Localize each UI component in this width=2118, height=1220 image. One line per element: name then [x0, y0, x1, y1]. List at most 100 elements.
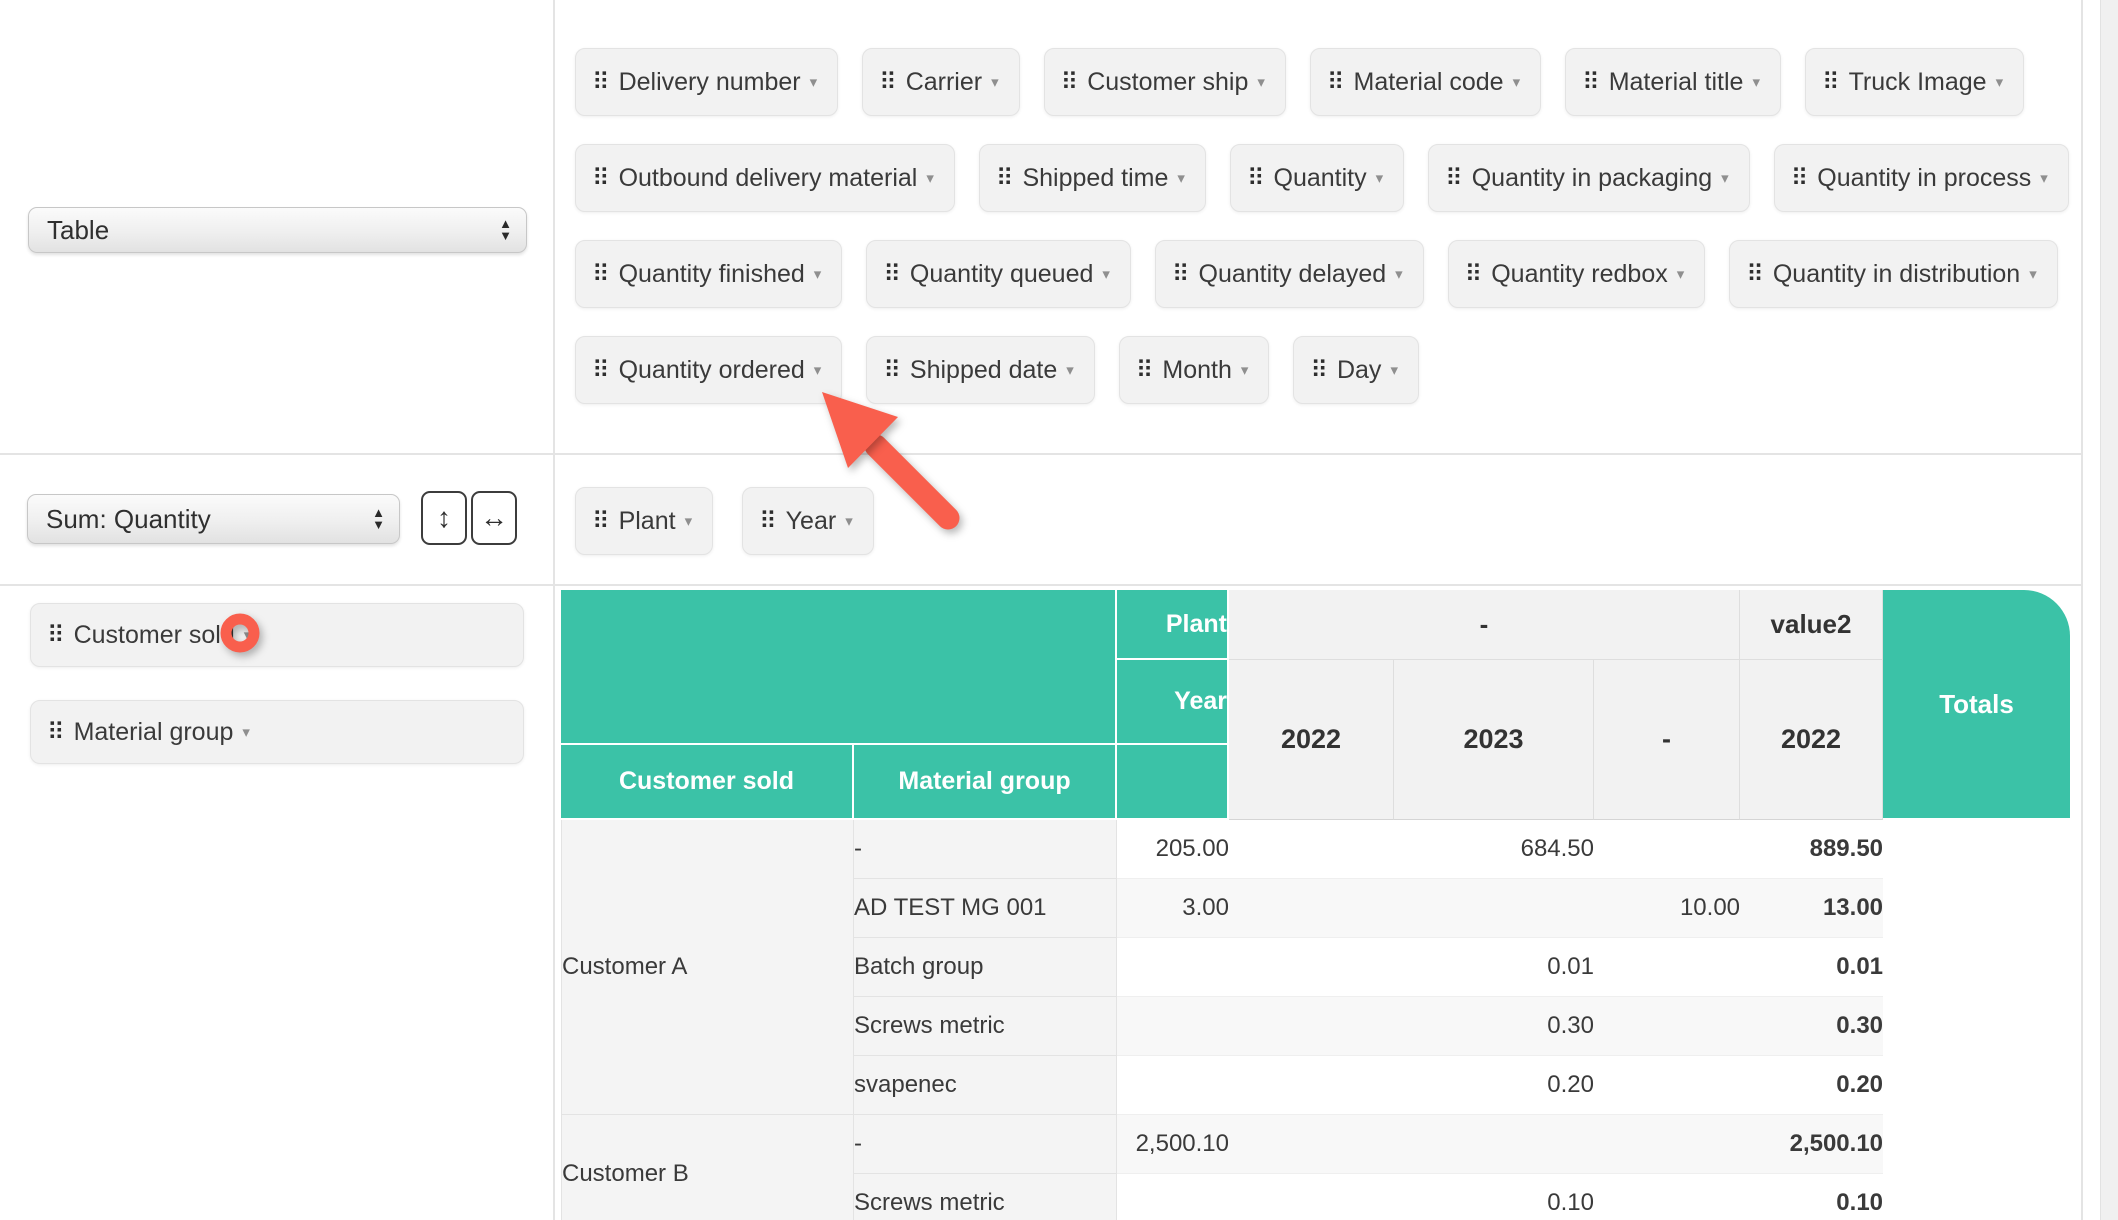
value-cell	[1394, 879, 1594, 938]
drag-handle-icon[interactable]: ⠿	[995, 164, 1014, 192]
dropdown-caret-icon[interactable]: ▾	[1512, 74, 1521, 91]
drag-handle-icon[interactable]: ⠿	[592, 68, 610, 96]
material-cell: svapenec	[854, 1056, 1117, 1115]
divider-left-panel	[553, 0, 555, 1220]
dropdown-caret-icon[interactable]: ▾	[243, 627, 252, 644]
dropdown-caret-icon[interactable]: ▾	[1066, 362, 1074, 379]
field-pill-label: Customer ship	[1087, 67, 1249, 96]
field-pill-quantity-queued[interactable]: ⠿ Quantity queued ▾	[866, 240, 1131, 308]
dropdown-caret-icon[interactable]: ▾	[1177, 170, 1185, 187]
field-pill-material-group[interactable]: ⠿ Material group ▾	[30, 700, 524, 764]
field-pill-material-code[interactable]: ⠿ Material code ▾	[1309, 48, 1542, 116]
renderer-select[interactable]: Table ▲ ▼	[28, 207, 527, 253]
dropdown-caret-icon[interactable]: ▾	[1257, 74, 1265, 91]
field-pill-quantity-in-packaging[interactable]: ⠿ Quantity in packaging ▾	[1428, 144, 1750, 212]
dropdown-caret-icon[interactable]: ▾	[926, 170, 934, 187]
dropdown-caret-icon[interactable]: ▾	[813, 266, 822, 283]
drag-handle-icon[interactable]: ⠿	[1582, 68, 1600, 96]
divider-top	[0, 453, 2082, 455]
value-cell	[1229, 1174, 1394, 1220]
drag-handle-icon[interactable]: ⠿	[1790, 164, 1809, 192]
field-pill-quantity-ordered[interactable]: ⠿ Quantity ordered ▾	[575, 336, 843, 404]
drag-handle-icon[interactable]: ⠿	[883, 260, 901, 288]
dropdown-caret-icon[interactable]: ▾	[1390, 362, 1398, 379]
dropdown-caret-icon[interactable]: ▾	[1240, 362, 1249, 379]
drag-handle-icon[interactable]: ⠿	[592, 260, 610, 288]
field-pill-quantity-redbox[interactable]: ⠿ Quantity redbox ▾	[1447, 240, 1706, 308]
pivot-data-row: Customer B -2,500.10 2,500.10	[561, 1115, 2070, 1220]
dropdown-caret-icon[interactable]: ▾	[2029, 266, 2037, 283]
dropdown-caret-icon[interactable]: ▾	[684, 513, 693, 530]
drag-handle-icon[interactable]: ⠿	[759, 507, 777, 535]
field-pill-label: Quantity	[1273, 163, 1367, 192]
dropdown-caret-icon[interactable]: ▾	[1375, 170, 1384, 187]
field-pill-truck-image[interactable]: ⠿ Truck Image ▾	[1804, 48, 2025, 116]
drag-handle-icon[interactable]: ⠿	[47, 718, 65, 746]
field-pill-quantity-in-distribution[interactable]: ⠿ Quantity in distribution ▾	[1729, 240, 2058, 308]
drag-handle-icon[interactable]: ⠿	[1310, 356, 1328, 384]
field-pill-label: Carrier	[905, 67, 983, 96]
aggregator-select[interactable]: Sum: Quantity ▲ ▼	[27, 494, 400, 544]
field-pill-material-title[interactable]: ⠿ Material title ▾	[1565, 48, 1781, 116]
dropdown-caret-icon[interactable]: ▾	[809, 74, 818, 91]
drag-handle-icon[interactable]: ⠿	[879, 68, 897, 96]
drag-handle-icon[interactable]: ⠿	[592, 164, 610, 192]
material-cell: -	[854, 820, 1117, 879]
drag-handle-icon[interactable]: ⠿	[1746, 260, 1764, 288]
drag-handle-icon[interactable]: ⠿	[883, 356, 901, 384]
scrollbar-track[interactable]	[2100, 0, 2118, 1220]
field-pill-quantity-in-process[interactable]: ⠿ Quantity in process ▾	[1773, 144, 2069, 212]
dropdown-caret-icon[interactable]: ▾	[845, 513, 853, 530]
pivot-table: Plant - value2 Totals Year 2022 2023-2022 Custo…	[561, 590, 2071, 1220]
pill-row: ⠿ Quantity ordered ▾ ⠿ Shipped date ▾ ⠿ Month ▾ ⠿…	[575, 336, 2082, 404]
drag-handle-icon[interactable]: ⠿	[592, 356, 610, 384]
drag-handle-icon[interactable]: ⠿	[1246, 164, 1265, 192]
dropdown-caret-icon[interactable]: ▾	[1102, 266, 1110, 283]
field-pill-quantity-delayed[interactable]: ⠿ Quantity delayed ▾	[1154, 240, 1424, 308]
field-pill-day[interactable]: ⠿ Day ▾	[1293, 336, 1419, 404]
dropdown-caret-icon[interactable]: ▾	[242, 724, 250, 741]
drag-handle-icon[interactable]: ⠿	[1445, 164, 1463, 192]
field-pill-label: Material code	[1353, 67, 1504, 96]
field-pill-shipped-date[interactable]: ⠿ Shipped date ▾	[866, 336, 1095, 404]
field-pill-delivery-number[interactable]: ⠿ Delivery number ▾	[575, 48, 839, 116]
row-order-button[interactable]: ↕	[421, 491, 467, 545]
field-pill-shipped-time[interactable]: ⠿ Shipped time ▾	[978, 144, 1206, 212]
dropdown-caret-icon[interactable]: ▾	[1676, 266, 1685, 283]
field-pill-label: Quantity finished	[618, 259, 805, 288]
value-cell	[1594, 820, 1741, 879]
drag-handle-icon[interactable]: ⠿	[592, 507, 610, 535]
field-pill-carrier[interactable]: ⠿ Carrier ▾	[862, 48, 1020, 116]
material-cell: AD TEST MG 001	[854, 879, 1117, 938]
field-pill-plant[interactable]: ⠿ Plant ▾	[575, 487, 714, 555]
col-order-button[interactable]: ↔	[471, 491, 517, 545]
plant-value-header: value2	[1740, 590, 1884, 660]
material-cell: -	[854, 1115, 1117, 1174]
field-pill-year[interactable]: ⠿ Year ▾	[742, 487, 874, 555]
total-cell: 889.50	[1740, 820, 1884, 879]
field-pill-outbound-delivery-material[interactable]: ⠿ Outbound delivery material ▾	[575, 144, 955, 212]
drag-handle-icon[interactable]: ⠿	[1060, 68, 1079, 96]
dropdown-caret-icon[interactable]: ▾	[1995, 74, 2004, 91]
drag-handle-icon[interactable]: ⠿	[1464, 260, 1483, 288]
drag-handle-icon[interactable]: ⠿	[47, 621, 65, 649]
dropdown-caret-icon[interactable]: ▾	[1721, 170, 1729, 187]
field-pill-quantity[interactable]: ⠿ Quantity ▾	[1229, 144, 1405, 212]
dropdown-caret-icon[interactable]: ▾	[2040, 170, 2048, 187]
dropdown-caret-icon[interactable]: ▾	[1752, 74, 1760, 91]
dropdown-caret-icon[interactable]: ▾	[991, 74, 999, 91]
field-pill-customer-sold[interactable]: ⠿ Customer sold ▾	[30, 603, 524, 667]
field-pill-customer-ship[interactable]: ⠿ Customer ship ▾	[1043, 48, 1286, 116]
value-cell: 0.30	[1394, 997, 1594, 1056]
drag-handle-icon[interactable]: ⠿	[1821, 68, 1840, 96]
pivot-data-row: svapenec 0.20 0.20	[561, 1056, 2070, 1115]
drag-handle-icon[interactable]: ⠿	[1135, 356, 1154, 384]
drag-handle-icon[interactable]: ⠿	[1326, 68, 1345, 96]
dropdown-caret-icon[interactable]: ▾	[813, 362, 822, 379]
field-pill-quantity-finished[interactable]: ⠿ Quantity finished ▾	[575, 240, 843, 308]
dropdown-caret-icon[interactable]: ▾	[1395, 266, 1403, 283]
drag-handle-icon[interactable]: ⠿	[1171, 260, 1190, 288]
pivot-data-row: Screws metric 0.10 0.10	[561, 1174, 2070, 1220]
field-pill-month[interactable]: ⠿ Month ▾	[1118, 336, 1270, 404]
pill-row: ⠿ Quantity finished ▾ ⠿ Quantity queued ▾ ⠿ Qua…	[575, 240, 2082, 308]
